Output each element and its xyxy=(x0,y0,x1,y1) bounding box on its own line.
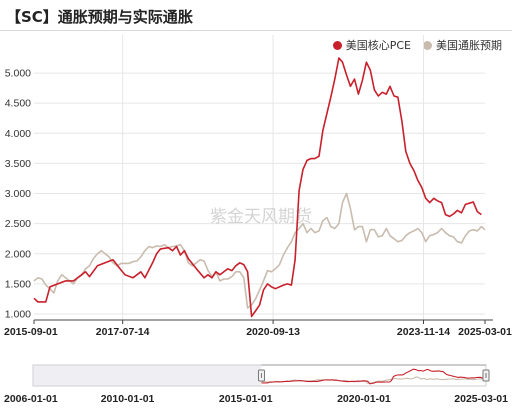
series-line-inflation-expectation[interactable] xyxy=(33,192,486,309)
y-tick-label: 4.000 xyxy=(5,128,31,140)
legend-item-inflation-expectation[interactable]: 美国通胀预期 xyxy=(423,37,502,53)
y-tick-label: 1.000 xyxy=(5,308,31,320)
y-tick-label: 5.000 xyxy=(5,68,31,80)
navigator-unselected-mask xyxy=(33,365,262,386)
navigator-date-label: 2006-01-01 xyxy=(4,393,58,405)
legend-marker-inflation-expectation xyxy=(423,40,432,50)
y-tick-label: 2.500 xyxy=(5,218,31,230)
navigator-date-label: 2015-01-01 xyxy=(219,393,273,405)
navigator-line-core-pce xyxy=(261,368,485,385)
y-tick-label: 1.500 xyxy=(5,278,31,290)
watermark-text: 紫金天风期货 xyxy=(210,207,312,227)
y-tick-label: 3.000 xyxy=(5,188,31,200)
navigator-date-label: 2025-03-01 xyxy=(454,393,508,405)
series-line-core-pce[interactable] xyxy=(33,57,482,318)
legend-marker-core-pce xyxy=(332,40,342,50)
x-tick-label: 2023-11-14 xyxy=(397,326,450,338)
x-tick-label: 2015-09-01 xyxy=(4,326,58,338)
x-tick-label: 2020-09-13 xyxy=(246,326,300,338)
y-tick-label: 4.500 xyxy=(5,98,31,110)
navigator-date-label: 2020-01-01 xyxy=(337,393,391,405)
x-tick-label: 2025-03-01 xyxy=(458,326,512,338)
chart-title: 【SC】通胀预期与实际通胀 xyxy=(6,8,193,26)
title-divider xyxy=(0,30,512,31)
y-tick-label: 3.500 xyxy=(5,158,31,170)
legend-label-core-pce: 美国核心PCE xyxy=(345,39,411,52)
navigator-date-label: 2010-01-01 xyxy=(101,393,155,405)
legend-label-inflation-expectation: 美国通胀预期 xyxy=(436,39,502,52)
chart-legend: 美国核心PCE 美国通胀预期 xyxy=(332,37,502,53)
legend-item-core-pce[interactable]: 美国核心PCE xyxy=(332,37,411,53)
y-tick-label: 2.000 xyxy=(5,248,31,260)
x-tick-label: 2017-07-14 xyxy=(96,326,150,338)
